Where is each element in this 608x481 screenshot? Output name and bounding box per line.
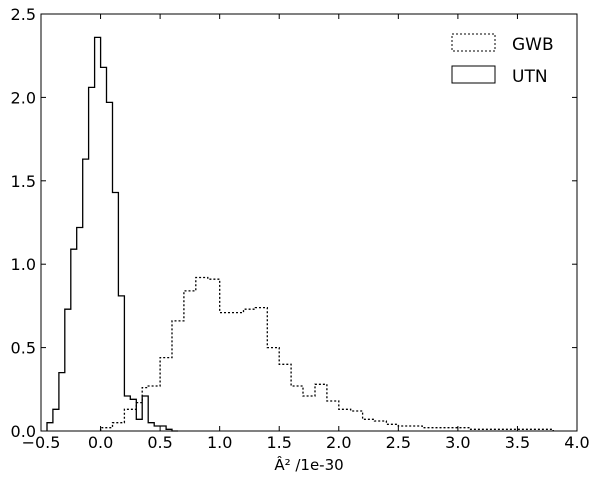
series-gwb [99, 276, 554, 431]
y-tick-label: 2.5 [11, 5, 36, 24]
y-tick-label: 2.0 [11, 88, 36, 107]
y-tick-label: 0.5 [11, 339, 36, 358]
x-tick-label: −0.5 [22, 433, 61, 452]
x-tick-label: 3.0 [445, 433, 470, 452]
x-tick-label: 0.0 [88, 433, 113, 452]
series-utn [46, 36, 178, 432]
x-tick-label: 0.5 [147, 433, 172, 452]
legend-label-utn: UTN [512, 67, 548, 87]
legend-item-utn: UTN [451, 65, 548, 87]
y-tick-label: 0.0 [11, 422, 36, 441]
series-layer [46, 36, 554, 432]
x-tick-labels: −0.5 0.0 0.5 1.0 1.5 2.0 2.5 3.0 3.5 4.0 [22, 433, 590, 452]
y-tick-labels: 0.0 0.5 1.0 1.5 2.0 2.5 [11, 5, 36, 441]
plot-frame [40, 13, 578, 432]
legend-swatch-gwb [451, 33, 496, 52]
plot-background [41, 14, 577, 431]
legend-swatch-utn [451, 65, 496, 84]
x-tick-label: 4.0 [564, 433, 589, 452]
y-tick-label: 1.0 [11, 255, 36, 274]
x-tick-label: 2.5 [386, 433, 411, 452]
x-tick-label: 3.5 [505, 433, 530, 452]
x-tick-label: 1.0 [207, 433, 232, 452]
x-tick-label: 1.5 [266, 433, 291, 452]
step-line-utn [46, 36, 178, 432]
legend: GWB UTN [451, 33, 554, 87]
y-tick-label: 1.5 [11, 172, 36, 191]
legend-label-gwb: GWB [512, 35, 554, 55]
step-line-gwb [99, 276, 554, 431]
x-tick-label: 2.0 [326, 433, 351, 452]
legend-item-gwb: GWB [451, 33, 554, 55]
x-axis-title: Â² /1e-30 [274, 455, 343, 474]
